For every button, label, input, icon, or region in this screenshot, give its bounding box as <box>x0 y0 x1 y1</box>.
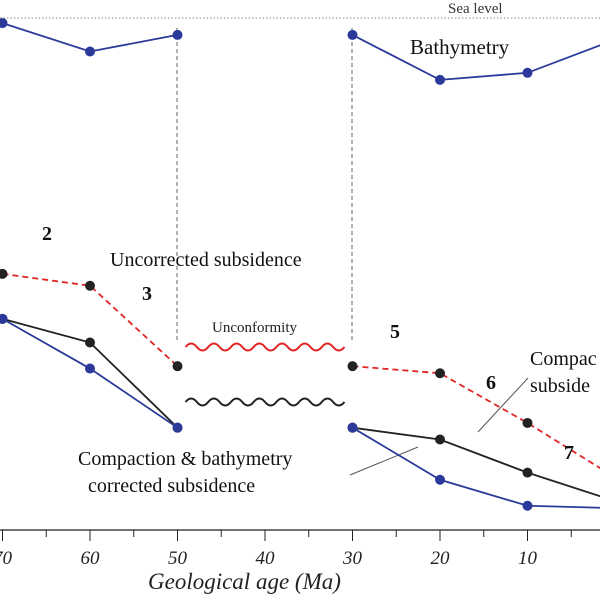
series-0-point-0-0 <box>0 18 8 29</box>
compaction-label-line1: Compac <box>530 348 597 370</box>
series-1-point-1-1 <box>435 368 445 379</box>
series-2-point-0-1 <box>85 337 95 348</box>
sea-level-label: Sea level <box>448 1 503 17</box>
x-tick-label: 60 <box>81 548 101 569</box>
series-3-point-1-2 <box>522 500 533 511</box>
series-3-point-0-2 <box>172 422 183 433</box>
x-tick-label: 20 <box>431 548 451 569</box>
stage-number-7: 7 <box>564 442 574 464</box>
series-1-segment-1-line <box>352 365 600 470</box>
series-2-segment-1-line <box>352 426 600 498</box>
bathymetry-label: Bathymetry <box>410 35 510 59</box>
compaction-leader-line <box>477 377 529 433</box>
x-tick-label: 10 <box>518 548 538 569</box>
series-3-point-0-1 <box>85 363 95 374</box>
series-1 <box>0 268 600 470</box>
series-1-point-1-2 <box>522 417 533 428</box>
stage-number-6: 6 <box>486 372 496 394</box>
stage-number-5: 5 <box>390 321 400 343</box>
x-tick-label: 30 <box>342 548 363 569</box>
series-0-point-1-1 <box>435 74 445 85</box>
unconformity-red-wave <box>184 342 346 352</box>
series-0-segment-1-line <box>352 34 600 81</box>
series-layer <box>0 18 600 511</box>
series-0-point-1-0 <box>347 29 358 40</box>
stage-number-3: 3 <box>142 283 152 305</box>
series-2-point-1-2 <box>522 467 533 478</box>
unconformity-black-wave <box>184 397 346 407</box>
uncorrected-subsidence-label: Uncorrected subsidence <box>110 249 302 271</box>
series-1-point-0-1 <box>85 280 95 291</box>
unconformity-label: Unconformity <box>212 320 297 336</box>
series-1-point-1-0 <box>347 361 358 372</box>
series-3-point-1-0 <box>347 422 358 433</box>
compaction-label-line2: subside <box>530 375 590 397</box>
series-1-point-0-0 <box>0 268 8 279</box>
series-3-point-0-0 <box>0 313 8 324</box>
series-0-point-0-2 <box>172 29 183 40</box>
corrected-label-line2: corrected subsidence <box>88 475 255 497</box>
x-axis-ticks: 70 60 50 40 30 20 10 <box>0 530 572 569</box>
x-tick-label: 50 <box>168 548 188 569</box>
series-3 <box>0 313 600 511</box>
x-tick-label: 40 <box>256 548 276 569</box>
series-0-point-1-2 <box>522 67 533 78</box>
corrected-leader-line <box>349 446 419 476</box>
x-axis-title: Geological age (Ma) <box>148 569 341 594</box>
series-0-point-0-1 <box>85 46 95 57</box>
series-1-point-0-2 <box>172 361 183 372</box>
stage-number-2: 2 <box>42 223 52 245</box>
series-2-point-1-1 <box>435 434 445 445</box>
series-0 <box>0 18 600 85</box>
x-tick-label: 70 <box>0 548 13 569</box>
corrected-label-line1: Compaction & bathymetry <box>78 448 292 470</box>
series-3-point-1-1 <box>435 474 445 485</box>
series-3-segment-1-line <box>352 426 600 509</box>
